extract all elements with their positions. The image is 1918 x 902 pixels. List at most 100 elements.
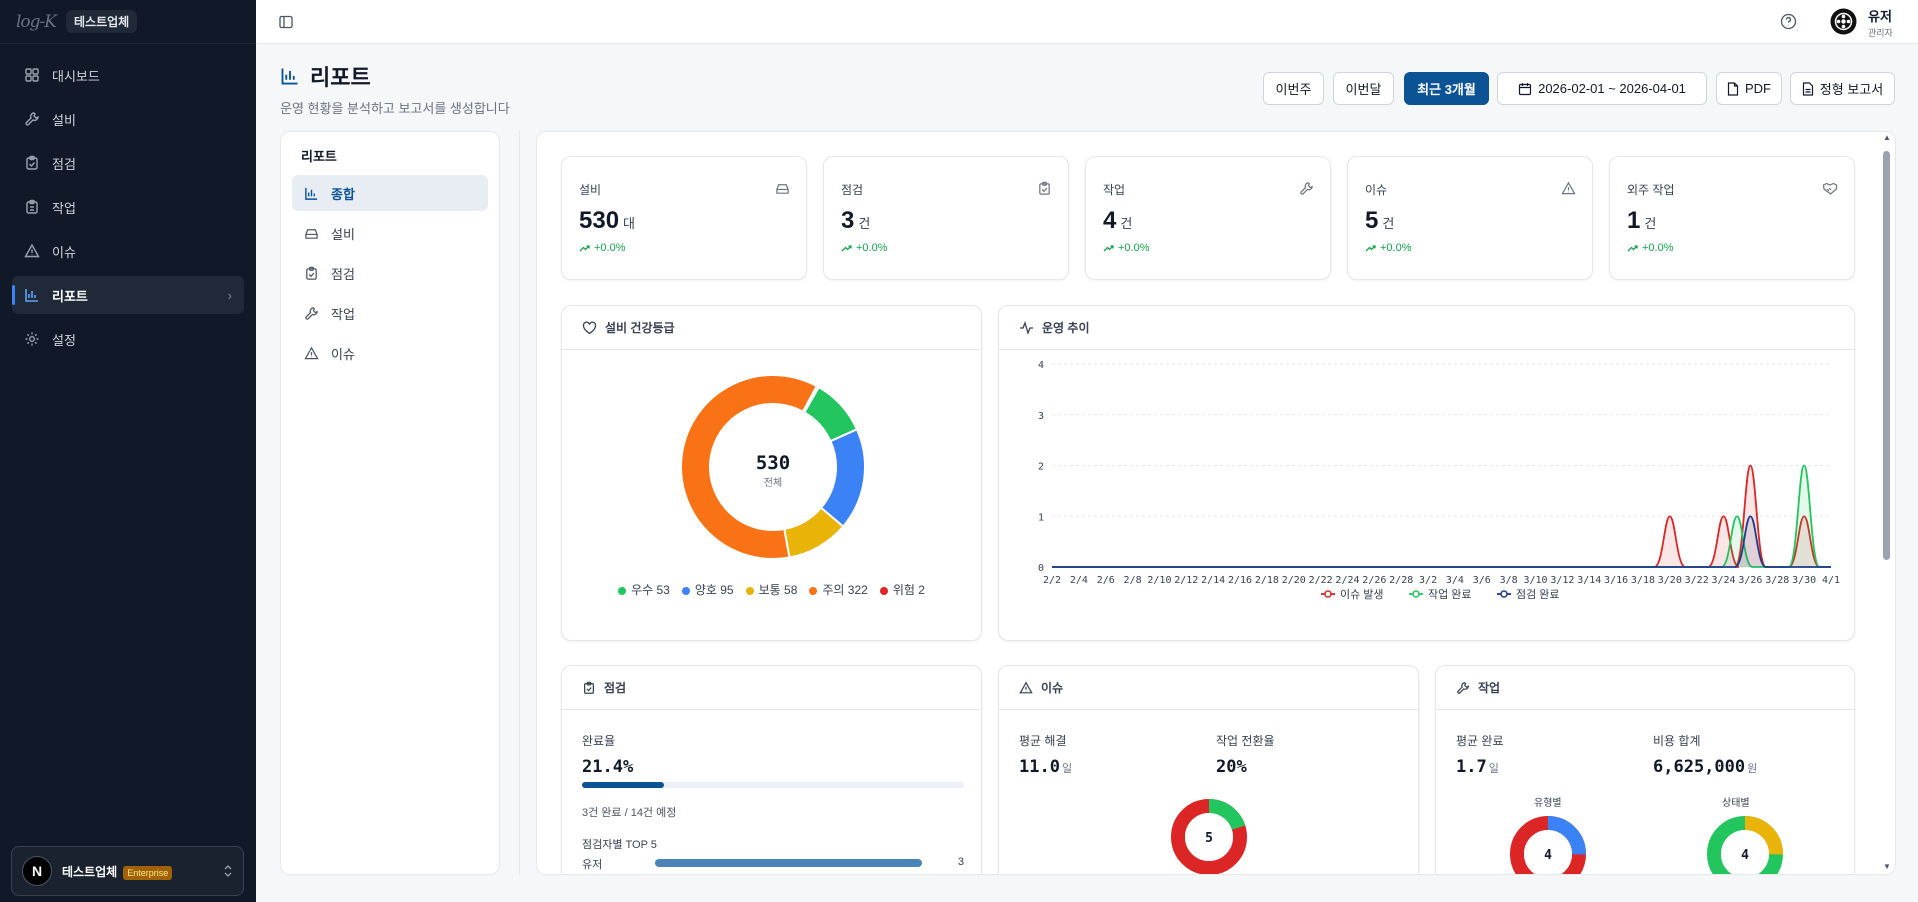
x-tick-label: 3/30 xyxy=(1792,575,1816,586)
subnav-item-label: 설비 xyxy=(331,226,355,242)
activity-icon xyxy=(1019,320,1034,335)
health-donut-chart: 530 전체 xyxy=(680,374,866,560)
by-status-label: 상태별 xyxy=(1722,798,1750,809)
work-type-donut-chart: 4 xyxy=(1510,816,1586,874)
user-role: 관리자 xyxy=(1868,28,1893,38)
kpi-change-value: +0.0% xyxy=(594,242,626,254)
scrollbar-thumb[interactable] xyxy=(1883,151,1890,560)
x-tick-label: 3/4 xyxy=(1446,575,1464,586)
kpi-label: 작업 xyxy=(1103,183,1126,197)
kpi-label: 설비 xyxy=(579,183,602,197)
completion-rate: 완료율 21.4% xyxy=(582,732,633,777)
x-tick-label: 2/2 xyxy=(1043,575,1061,586)
cost-total-value-row: 6,625,000 원 xyxy=(1653,757,1757,777)
avg-done-value-row: 1.7 일 xyxy=(1456,757,1504,777)
sidebar-item-issues[interactable]: 이슈 xyxy=(12,232,244,270)
scroll-up-icon[interactable]: ▲ xyxy=(1883,133,1891,142)
legend-label: 우수 53 xyxy=(631,583,670,597)
sidebar-item-work[interactable]: 작업 xyxy=(12,188,244,226)
subnav-item-overview[interactable]: 종합 xyxy=(292,175,488,211)
wrench-icon xyxy=(1456,681,1470,695)
cost-total: 비용 합계 6,625,000 원 xyxy=(1653,732,1757,777)
health-card: 설비 건강등급 530 전체 우수 53 양호 95 보통 58 주의 322 … xyxy=(561,305,982,641)
health-legend: 우수 53 양호 95 보통 58 주의 322 위험 2 xyxy=(562,581,981,598)
org-name: 테스트업체 xyxy=(62,864,118,879)
completion-summary: 3건 완료 / 14건 예정 xyxy=(582,807,677,819)
inspection-card-title: 점검 xyxy=(604,681,627,695)
sidebar-item-equipment[interactable]: 설비 xyxy=(12,100,244,138)
legend-item-normal: 보통 58 xyxy=(745,581,798,598)
completion-rate-label: 완료율 xyxy=(582,734,616,748)
sidebar-item-inspection[interactable]: 점검 xyxy=(12,144,244,182)
donut-slices xyxy=(680,374,866,560)
sidebar-item-settings[interactable]: 설정 xyxy=(12,320,244,358)
org-avatar: N xyxy=(22,856,52,886)
content-scrollbar[interactable]: ▲ ▼ xyxy=(1880,131,1894,875)
x-tick-label: 2/10 xyxy=(1147,575,1171,586)
kpi-card-equipment: 설비 530 대 +0.0% xyxy=(561,156,807,280)
heart-icon xyxy=(582,321,597,335)
x-tick-label: 2/28 xyxy=(1389,575,1413,586)
subnav-item-issues[interactable]: 이슈 xyxy=(292,335,488,371)
legend-item-danger: 위험 2 xyxy=(879,581,925,598)
x-tick-label: 2/24 xyxy=(1335,575,1359,586)
bar-chart-icon xyxy=(24,287,40,303)
bar-chart-icon xyxy=(280,66,300,86)
sidebar-toggle-icon[interactable] xyxy=(278,14,294,30)
sidebar-header: log-K 테스트업체 xyxy=(0,0,256,44)
kpi-change: +0.0% xyxy=(1627,242,1674,254)
completion-progress-fill xyxy=(582,782,664,788)
avg-resolve-unit: 일 xyxy=(1061,763,1073,775)
x-tick-label: 3/20 xyxy=(1658,575,1682,586)
sidebar: log-K 테스트업체 대시보드 설비 점검 작업 이슈 리포트 › xyxy=(0,0,256,902)
trend-card: 운영 추이 0 1 2 3 4 2/2 2/4 2/6 2/8 2/10 2/12 2/14 2/16 2… xyxy=(998,305,1855,641)
clipboard-check-icon xyxy=(24,155,40,171)
topbar: 유저 관리자 xyxy=(256,0,1918,44)
trending-up-icon xyxy=(1365,244,1376,252)
file-text-icon xyxy=(1802,81,1814,96)
kpi-change-value: +0.0% xyxy=(1642,242,1674,254)
page-subtitle: 운영 현황을 분석하고 보고서를 생성합니다 xyxy=(280,101,510,116)
help-icon[interactable] xyxy=(1780,13,1797,30)
scroll-down-icon[interactable]: ▼ xyxy=(1883,862,1891,871)
subnav-item-inspection[interactable]: 점검 xyxy=(292,255,488,291)
inspection-card-header: 점검 xyxy=(562,666,981,710)
kpi-label: 외주 작업 xyxy=(1627,183,1675,197)
this-week-button[interactable]: 이번주 xyxy=(1263,72,1324,105)
donut-slice-주의 xyxy=(680,374,819,560)
subnav-item-work[interactable]: 작업 xyxy=(292,295,488,331)
donut-segment-converted xyxy=(1171,799,1247,874)
work-status-donut-chart: 4 xyxy=(1707,816,1783,874)
x-tick-label: 3/14 xyxy=(1577,575,1601,586)
kpi-value: 4 xyxy=(1103,207,1117,234)
sidebar-item-label: 대시보드 xyxy=(52,68,100,84)
date-range-picker[interactable]: 2026-02-01 ~ 2026-04-01 xyxy=(1497,72,1707,105)
x-tick-label: 3/12 xyxy=(1550,575,1574,586)
last-3-months-button[interactable]: 최근 3개월 xyxy=(1404,72,1489,105)
this-month-button[interactable]: 이번달 xyxy=(1333,72,1394,105)
standard-report-button[interactable]: 정형 보고서 xyxy=(1790,72,1895,105)
report-subnav: 리포트 종합 설비 점검 작업 이슈 xyxy=(280,131,500,875)
x-tick-label: 3/16 xyxy=(1604,575,1628,586)
clipboard-check-icon xyxy=(1037,181,1052,196)
legend-label: 보통 58 xyxy=(758,583,798,597)
file-icon xyxy=(1727,81,1739,96)
x-tick-label: 2/8 xyxy=(1124,575,1142,586)
legend-marker xyxy=(1324,590,1332,598)
x-tick-label: 3/24 xyxy=(1712,575,1736,586)
pdf-button[interactable]: PDF xyxy=(1716,72,1782,105)
convert-rate-value: 20% xyxy=(1216,757,1247,777)
user-info[interactable]: 유저 관리자 xyxy=(1868,6,1893,39)
kpi-value: 3 xyxy=(841,207,855,234)
subnav-item-label: 작업 xyxy=(331,306,355,322)
org-switcher[interactable]: N 테스트업체 Enterprise xyxy=(11,846,244,896)
sidebar-item-reports[interactable]: 리포트 › xyxy=(12,276,244,314)
legend-item-excellent: 우수 53 xyxy=(618,581,670,598)
org-chip[interactable]: 테스트업체 xyxy=(66,10,138,33)
subnav-item-equipment[interactable]: 설비 xyxy=(292,215,488,251)
user-avatar[interactable] xyxy=(1830,8,1857,35)
sidebar-item-dashboard[interactable]: 대시보드 xyxy=(12,56,244,94)
